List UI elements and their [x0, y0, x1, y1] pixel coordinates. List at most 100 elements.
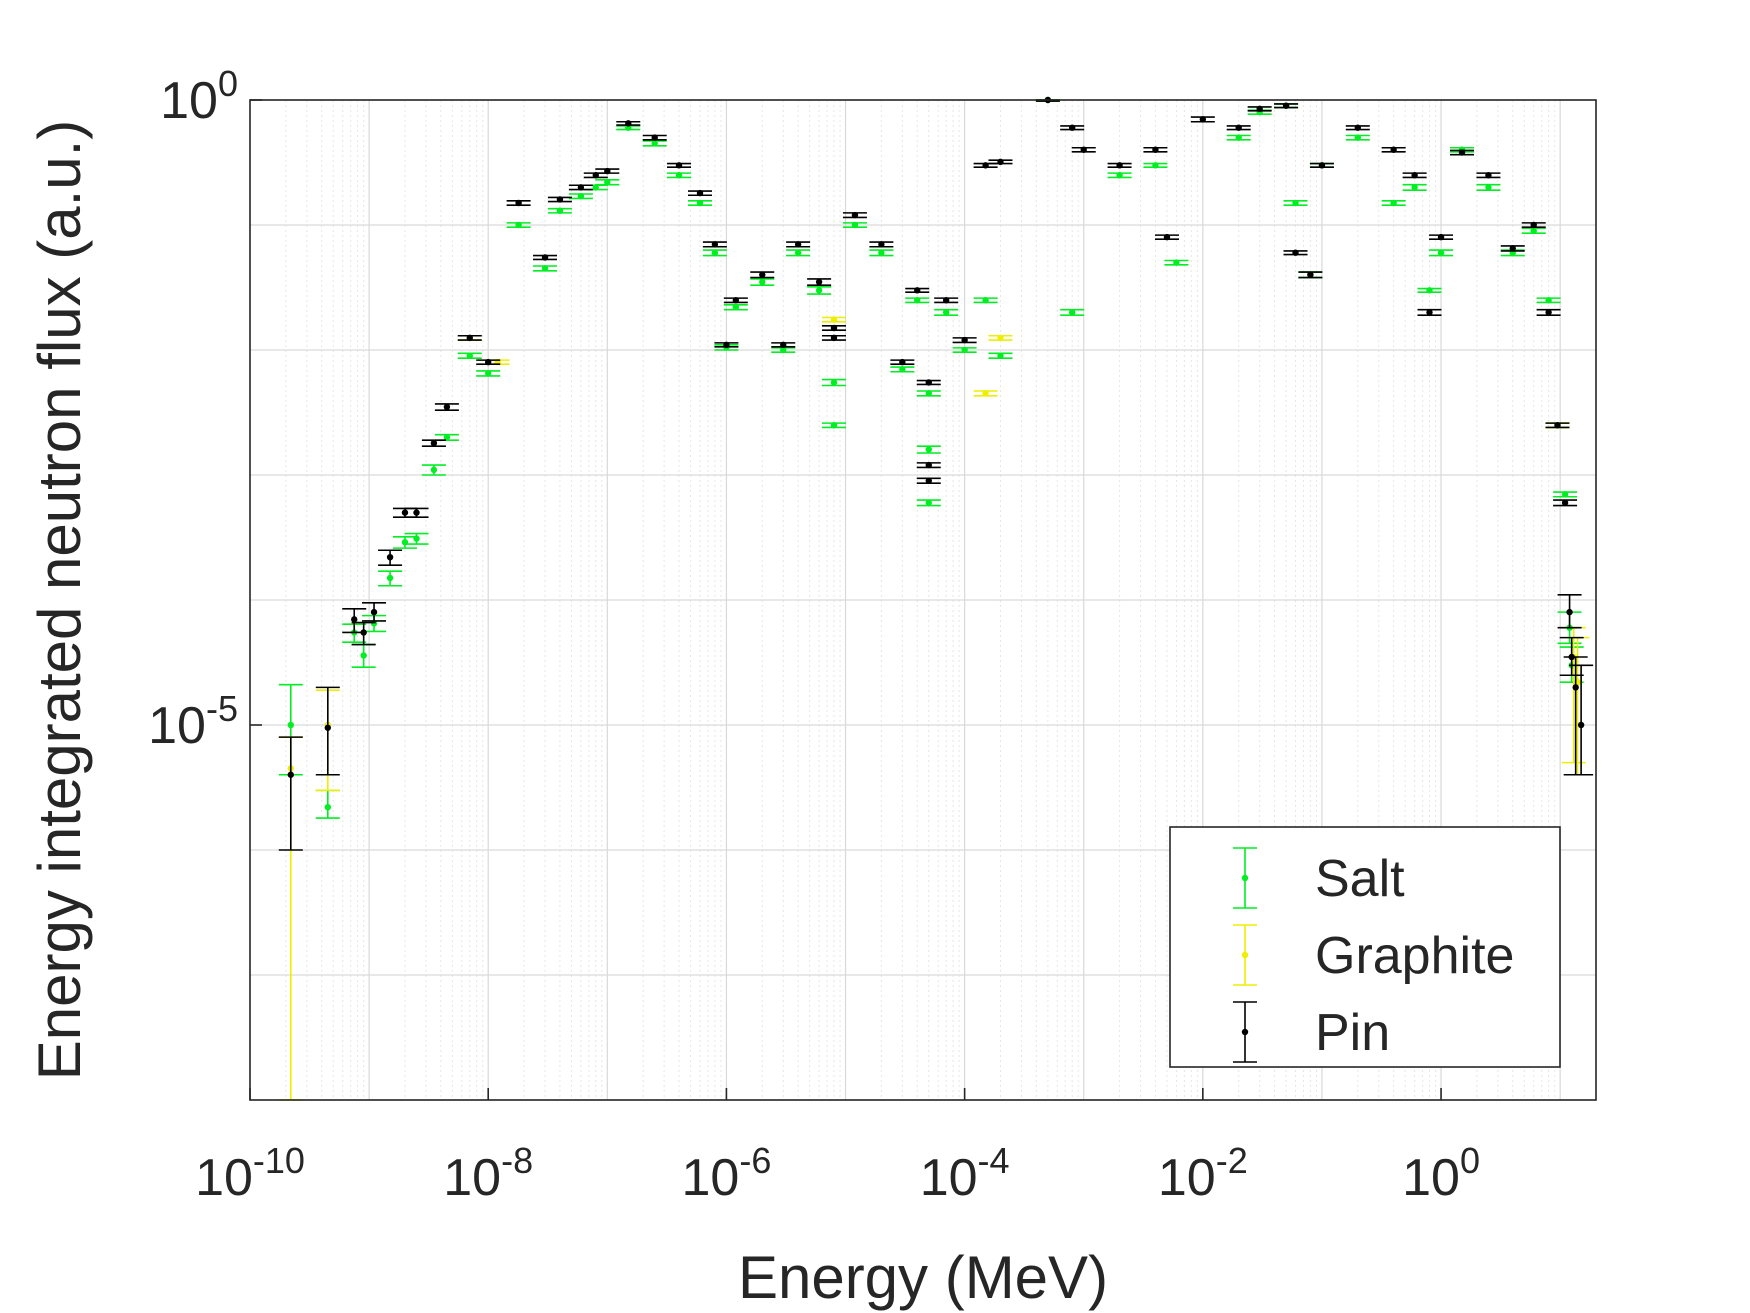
data-point: [869, 241, 894, 248]
data-point: [1381, 199, 1406, 207]
point-marker: [413, 535, 420, 542]
point-marker: [370, 608, 378, 616]
data-point: [890, 366, 915, 373]
data-point: [595, 178, 620, 186]
point-marker: [360, 652, 367, 659]
data-point: [1417, 287, 1442, 294]
data-point: [687, 189, 712, 197]
point-marker: [604, 178, 611, 186]
point-marker: [1354, 134, 1361, 141]
x-tick-label: 100: [1402, 1140, 1480, 1207]
data-point: [934, 297, 959, 304]
data-point: [786, 241, 811, 248]
data-point: [642, 134, 667, 141]
point-marker: [830, 379, 838, 386]
data-point: [988, 158, 1013, 166]
data-point: [916, 379, 941, 386]
point-marker: [1545, 297, 1552, 304]
data-point: [1107, 172, 1132, 179]
data-point: [1553, 499, 1578, 507]
legend-item-salt: Salt: [1233, 847, 1405, 909]
point-marker: [360, 629, 367, 636]
data-point: [1190, 116, 1215, 123]
point-marker: [961, 336, 968, 344]
data-point: [378, 570, 403, 587]
data-point: [988, 334, 1013, 342]
data-point: [1476, 183, 1501, 191]
point-marker: [925, 390, 932, 397]
data-point: [1553, 491, 1578, 498]
data-point: [476, 370, 501, 377]
point-marker: [723, 341, 730, 349]
point-marker: [815, 287, 823, 294]
data-point: [821, 316, 846, 323]
point-marker: [759, 271, 766, 278]
data-point: [278, 736, 303, 851]
data-point: [506, 221, 531, 229]
point-marker: [794, 241, 802, 248]
point-marker: [515, 199, 522, 207]
data-point: [1450, 149, 1475, 156]
legend: Salt Graphite Pin: [1169, 826, 1561, 1068]
x-tick-label: 10-4: [920, 1140, 1010, 1207]
point-marker: [1282, 102, 1290, 109]
point-marker: [1199, 116, 1207, 123]
data-point: [1143, 162, 1168, 169]
point-marker: [780, 346, 787, 354]
data-point: [457, 352, 482, 359]
point-marker: [711, 241, 719, 248]
point-marker: [1390, 199, 1397, 207]
data-point: [952, 346, 977, 354]
point-marker: [1163, 233, 1171, 241]
point-marker: [1437, 233, 1445, 241]
point-marker: [1411, 172, 1418, 179]
data-point: [916, 445, 941, 454]
data-point: [821, 378, 846, 387]
x-tick-label: 10-10: [195, 1140, 305, 1207]
data-point: [702, 249, 727, 257]
point-marker: [1561, 491, 1569, 498]
point-marker: [997, 158, 1004, 166]
data-point: [786, 249, 811, 257]
data-point: [750, 278, 775, 286]
data-point: [362, 601, 387, 622]
x-tick-label: 10-6: [681, 1140, 771, 1207]
data-point: [842, 221, 867, 229]
point-marker: [815, 278, 823, 286]
series-pin: [278, 96, 1594, 851]
legend-marker: [1241, 951, 1249, 959]
data-point: [421, 464, 446, 476]
point-marker: [430, 466, 438, 474]
data-point: [1402, 183, 1427, 191]
legend-label: Graphite: [1315, 927, 1514, 985]
point-marker: [1561, 499, 1569, 506]
point-marker: [925, 379, 932, 386]
data-point: [807, 286, 832, 295]
point-marker: [942, 297, 950, 304]
point-marker: [1173, 259, 1180, 266]
point-marker: [413, 509, 420, 516]
data-point: [1143, 146, 1168, 153]
data-point: [568, 184, 593, 191]
point-marker: [1307, 271, 1314, 278]
data-point: [1274, 102, 1299, 109]
data-point: [568, 192, 593, 200]
data-point: [533, 265, 558, 272]
data-point: [1309, 162, 1334, 169]
point-marker: [401, 509, 409, 516]
data-point: [988, 352, 1013, 359]
data-point: [842, 211, 867, 219]
point-marker: [696, 189, 704, 197]
point-marker: [982, 297, 989, 304]
point-marker: [386, 574, 394, 582]
legend-label: Salt: [1315, 850, 1405, 908]
data-point: [1345, 134, 1370, 141]
point-marker: [1068, 124, 1076, 131]
grid: [249, 99, 1597, 1101]
data-point: [1107, 162, 1132, 169]
point-marker: [732, 297, 740, 304]
point-marker: [997, 352, 1004, 359]
point-marker: [324, 724, 332, 731]
tick-labels: 10-10 10-8 10-6 10-4 10-2 100 100 10-5: [148, 63, 1480, 1207]
